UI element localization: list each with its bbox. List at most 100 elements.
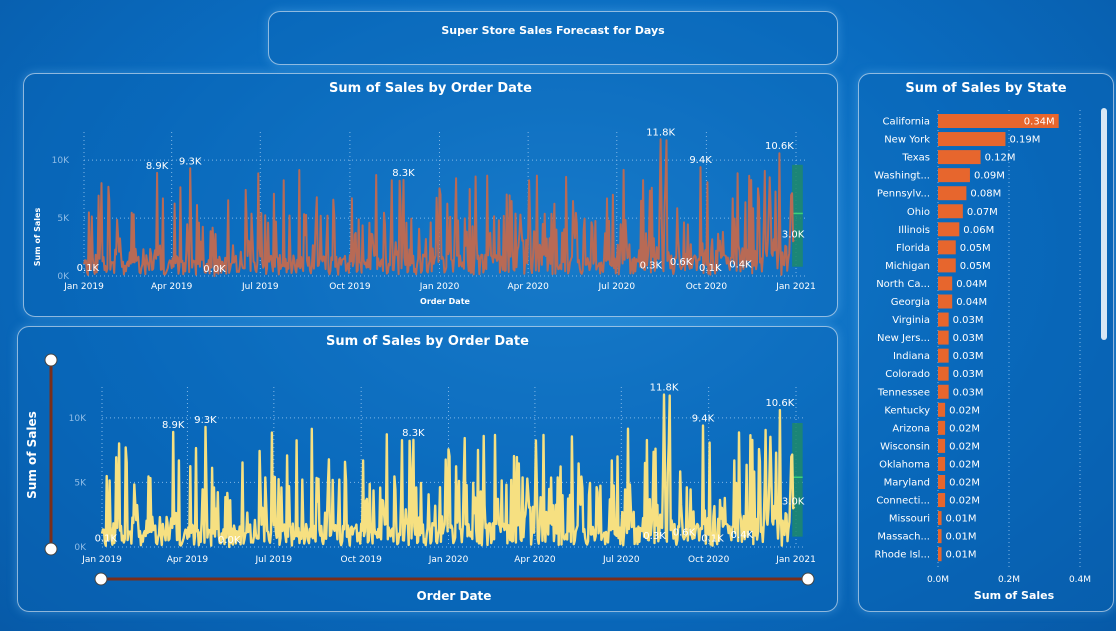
forecast-confidence-band [792, 423, 803, 537]
data-label: 8.9K [162, 420, 185, 431]
state-label: Texas [901, 153, 930, 164]
x-tick-label: Jul 2020 [597, 282, 635, 292]
data-label: 10.6K [765, 398, 794, 409]
bottom-y-axis-title: Sum of Sales [25, 411, 39, 499]
state-bar[interactable] [938, 384, 949, 399]
bottom-sales-line[interactable] [100, 393, 796, 549]
bar-value-label: 0.02M [949, 423, 980, 434]
report-title: Super Store Sales Forecast for Days [441, 24, 665, 37]
bar-value-label: 0.05M [960, 243, 991, 254]
bar-value-label: 0.02M [949, 496, 980, 507]
state-label: California [883, 117, 931, 128]
state-bar[interactable] [938, 240, 956, 255]
top-line-chart[interactable]: 0.1K 8.9K 9.3K 0.0K 8.3K 11.8K 0.3K 0.6K 9.4K 0.1… [24, 74, 837, 316]
state-bar[interactable] [938, 438, 946, 453]
bottom-line-chart[interactable]: 0.1K 8.9K 9.3K 0.0K 8.3K 11.8K 0.3K 0.6K 9.4K 0.1… [18, 327, 837, 611]
state-bar[interactable] [938, 475, 946, 489]
bottom-chart-title: Sum of Sales by Order Date [326, 334, 529, 349]
state-bar[interactable] [938, 456, 946, 471]
state-bar[interactable] [938, 529, 942, 544]
data-label: 0.3K [643, 531, 666, 542]
bar-value-label: 0.01M [946, 514, 977, 525]
x-tick-label: Jan 2021 [775, 555, 816, 565]
top-sales-line[interactable] [83, 138, 795, 277]
bottom-sales-chart-card[interactable]: Sum of Sales by Order Date 0.1K 8.9K 9.3K 0… [17, 326, 838, 612]
bar-value-label: 0.02M [949, 459, 980, 470]
state-bar[interactable] [938, 258, 956, 273]
bar-value-label: 0.02M [949, 405, 980, 416]
data-label: 9.3K [194, 415, 217, 426]
x-tick-label: Jan 2019 [81, 555, 122, 565]
data-label: 11.8K [646, 127, 675, 138]
y-zoom-handle-bottom[interactable] [44, 542, 58, 556]
state-bar[interactable] [938, 348, 949, 363]
x-tick-label: Apr 2020 [514, 555, 556, 565]
bottom-x-axis-title: Order Date [417, 589, 492, 603]
top-y-axis-title: Sum of Sales [33, 208, 42, 267]
state-bars[interactable]: California 0.34M New York 0.19M Texas 0.12M Wa… [874, 114, 1059, 562]
data-label: 0.6K [673, 527, 696, 538]
state-label: Pennsylv... [877, 189, 930, 200]
bar-value-label: 0.02M [949, 441, 980, 452]
state-bar[interactable] [938, 114, 1059, 128]
bar-value-label: 0.03M [953, 369, 984, 380]
bar-value-label: 0.19M [1009, 135, 1040, 146]
x-zoom-handle-left[interactable] [94, 572, 108, 586]
state-label: Connecti... [876, 496, 930, 507]
x-tick-label: Jul 2020 [602, 555, 640, 565]
x-tick-label: Apr 2019 [151, 282, 193, 292]
state-bar-chart[interactable]: 0.0M 0.2M 0.4M California 0.34M New York 0.19… [859, 74, 1113, 611]
data-label: 0.4K [729, 259, 752, 270]
bar-value-label: 0.08M [970, 189, 1001, 200]
bar-value-label: 0.05M [960, 261, 991, 272]
state-bar[interactable] [938, 330, 949, 345]
bar-value-label: 0.12M [985, 153, 1016, 164]
x-zoom-handle-right[interactable] [801, 572, 815, 586]
data-label: 0.1K [77, 263, 100, 274]
state-bar[interactable] [938, 402, 946, 417]
state-bar[interactable] [938, 204, 963, 219]
state-chart-title: Sum of Sales by State [905, 81, 1067, 96]
x-tick-label: 0.2M [998, 575, 1020, 585]
y-tick-label: 10K [69, 414, 87, 424]
state-label: Massach... [877, 532, 930, 543]
data-label: 3.0K [782, 229, 805, 240]
data-label: 9.3K [179, 156, 202, 167]
data-label: 0.1K [95, 534, 118, 545]
state-label: Colorado [885, 369, 930, 380]
data-label: 0.1K [701, 534, 724, 545]
state-label: Rhode Isl... [874, 550, 930, 561]
report-title-card: Super Store Sales Forecast for Days [268, 11, 838, 65]
state-bar[interactable] [938, 366, 949, 381]
state-bar[interactable] [938, 276, 953, 291]
state-sales-chart-card[interactable]: Sum of Sales by State 0.0M 0.2M 0.4M Calif… [858, 73, 1114, 612]
state-bar[interactable] [938, 493, 946, 508]
bottom-annotations: 0.1K 8.9K 9.3K 0.0K 8.3K 11.8K 0.3K 0.6K 9.4K 0.1… [95, 383, 805, 546]
top-sales-chart-card[interactable]: Sum of Sales by Order Date 0.1K 8.9K 9.3K 0… [23, 73, 838, 317]
y-zoom-handle-top[interactable] [44, 353, 58, 367]
state-bar[interactable] [938, 547, 942, 562]
state-bar[interactable] [938, 222, 960, 237]
x-tick-label: Jul 2019 [241, 282, 279, 292]
state-bar[interactable] [938, 420, 946, 435]
state-bar[interactable] [938, 132, 1006, 147]
state-bar[interactable] [938, 168, 970, 183]
state-bar[interactable] [938, 294, 953, 309]
x-tick-label: Jan 2021 [775, 282, 816, 292]
state-bar[interactable] [938, 150, 981, 165]
y-tick-label: 0K [74, 543, 87, 553]
data-label: 0.4K [731, 530, 754, 541]
state-bar[interactable] [938, 511, 942, 526]
x-tick-label: 0.0M [927, 575, 949, 585]
data-label: 3.0K [782, 496, 805, 507]
state-label: Kentucky [884, 405, 930, 416]
state-chart-scrollbar[interactable] [1101, 108, 1107, 340]
state-bar[interactable] [938, 186, 967, 201]
y-tick-label: 5K [57, 214, 70, 224]
bar-value-label: 0.03M [953, 333, 984, 344]
top-forecast-band [792, 164, 803, 267]
state-bar[interactable] [938, 312, 949, 327]
y-tick-label: 0K [57, 272, 70, 282]
state-label: Illinois [898, 225, 930, 236]
state-label: Michigan [885, 261, 930, 272]
